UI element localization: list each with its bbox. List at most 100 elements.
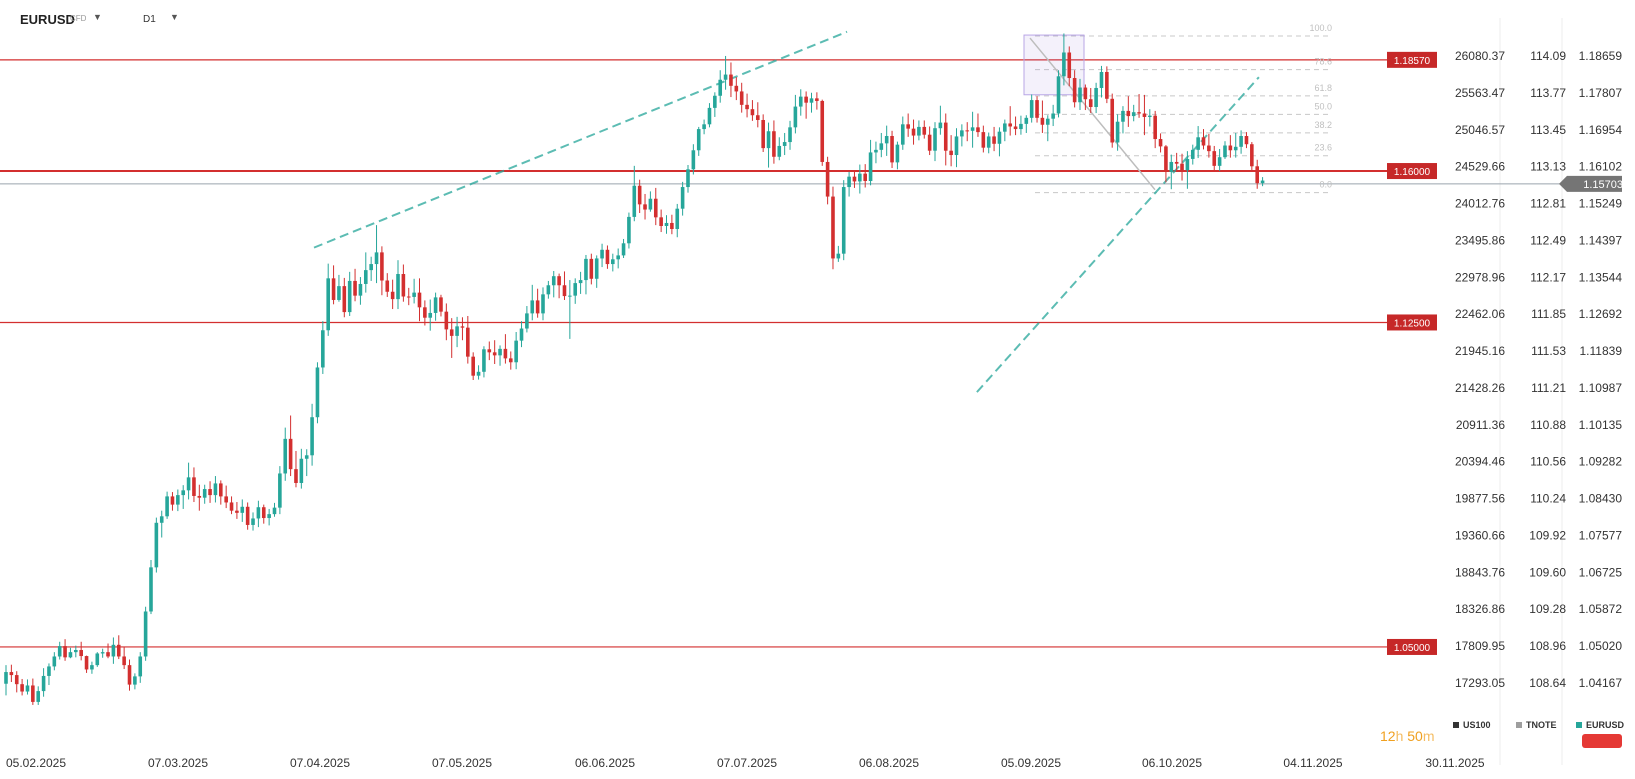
candle-body [525,313,529,329]
candle-body [1212,151,1217,166]
candle-body [1223,145,1227,158]
candle [541,287,545,321]
candle-body [358,283,363,296]
us100-tick-label: 21428.26 [1455,381,1505,395]
candle [557,273,561,299]
chevron-down-icon[interactable]: ▼ [170,12,179,22]
chevron-down-icon[interactable]: ▼ [93,12,102,22]
candle [482,346,486,378]
candle [304,449,309,477]
candle-body [594,258,599,279]
candle [197,484,202,511]
legend-tnote[interactable]: TNOTE [1516,720,1557,730]
legend-label: US100 [1463,720,1491,730]
candle [1239,130,1243,154]
candle-body [981,132,986,148]
candle-body [1137,112,1141,114]
candle [202,484,207,504]
candle [611,253,615,272]
candle [911,119,916,145]
candle [1008,106,1012,136]
candle [917,120,921,141]
eurusd-tick-label: 1.14397 [1579,233,1623,247]
tnote-tick-label: 112.17 [1530,270,1566,284]
eurusd-tick-label: 1.07577 [1579,528,1623,542]
candle [815,92,819,110]
candle [111,637,116,664]
us100-tick-label: 20911.36 [1456,418,1505,432]
candle-body [127,665,132,685]
time-tick-label: 30.11.2025 [1425,756,1484,770]
candle-body [616,255,620,260]
timeframe-selector[interactable]: D1 [143,14,156,25]
candle-body [766,131,771,149]
candle-body [1045,118,1050,125]
candle-body [707,107,712,125]
candle [406,287,411,306]
eurusd-tick-label: 1.16102 [1579,160,1623,174]
fib-level-label: 23.6 [1314,143,1332,153]
candle [1099,65,1104,98]
alert-button[interactable] [1582,734,1622,748]
eurusd-tick-label: 1.06725 [1579,565,1623,579]
candle [116,635,121,660]
eurusd-tick-label: 1.05020 [1579,639,1623,653]
candle [831,186,835,270]
candle-body [455,326,459,336]
legend-us100[interactable]: US100 [1453,720,1491,730]
tnote-tick-label: 112.49 [1530,233,1566,247]
candle [1137,94,1141,118]
eurusd-tick-label: 1.15249 [1579,197,1623,211]
countdown-hours: 12 [1380,728,1396,744]
legend-label: EURUSD [1586,720,1625,730]
time-tick-label: 06.08.2025 [859,756,919,770]
candle-body [643,204,647,210]
candle-body [804,96,808,103]
tnote-tick-label: 110.56 [1530,455,1566,469]
eurusd-tick-label: 1.12692 [1579,307,1623,321]
candle [621,238,626,259]
symbol-name[interactable]: EURUSD [20,12,75,27]
candle-body [815,98,819,101]
eurusd-tick-label: 1.16954 [1579,123,1623,137]
candle [68,647,73,659]
candle-body [648,198,653,210]
candle-body [949,150,953,156]
tnote-tick-label: 110.24 [1530,492,1566,506]
time-tick-label: 07.04.2025 [290,756,350,770]
candle [380,246,384,296]
candle-body [401,274,406,297]
candle-body [1148,115,1152,117]
us100-tick-label: 19877.56 [1455,492,1505,506]
candle-body [245,506,250,525]
candle-body [261,507,266,519]
candle [439,294,443,317]
candle-body [627,216,631,244]
candle-body [74,649,78,653]
us100-tick-label: 19360.66 [1455,528,1505,542]
candle-body [900,124,905,145]
candle [1078,78,1082,111]
candle [165,491,169,519]
us100-tick-label: 24012.76 [1455,197,1505,211]
candle [149,559,153,615]
candle [605,245,610,269]
candle-body [761,119,765,149]
eurusd-tick-label: 1.10987 [1579,381,1623,395]
candle-body [1099,71,1104,88]
candle-body [1067,52,1072,79]
candle [100,648,105,658]
candle-body [444,311,449,330]
candle [219,480,223,505]
candle [444,303,449,341]
legend-eurusd[interactable]: EURUSD [1576,720,1624,730]
candle [825,156,830,205]
candle-body [884,135,889,144]
candle [852,170,857,188]
candle [632,165,637,222]
symbol-type: CFD [70,14,87,23]
legend-swatch [1453,722,1459,728]
candle-body [315,367,320,418]
candle-body [1110,98,1115,143]
